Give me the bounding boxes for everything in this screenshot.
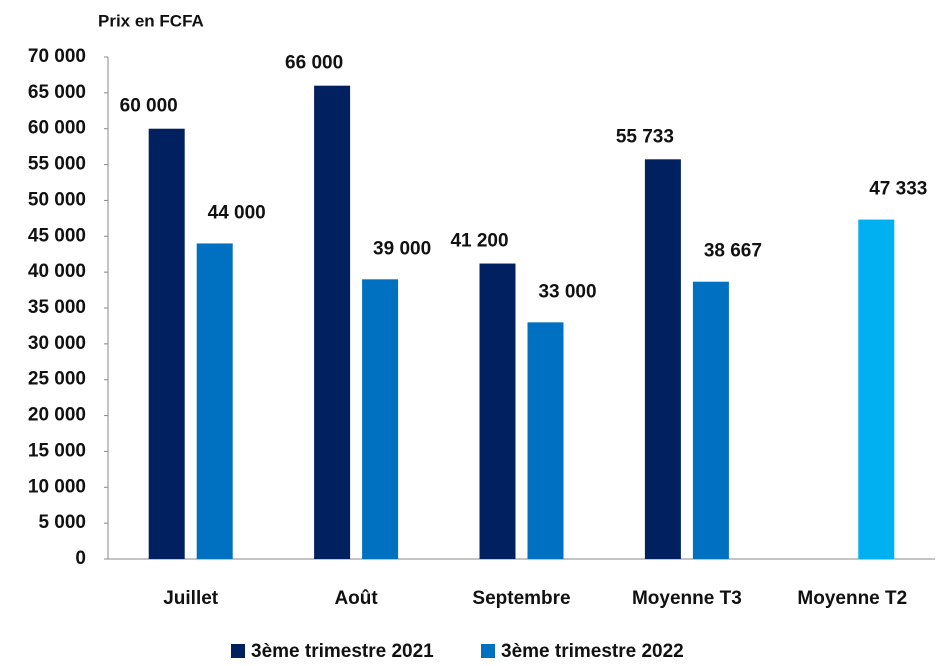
legend-swatch <box>481 644 495 658</box>
value-label: 38 667 <box>704 241 762 262</box>
y-tick-label: 15 000 <box>28 440 86 461</box>
y-tick-label: 35 000 <box>28 297 86 318</box>
value-label: 39 000 <box>373 238 431 259</box>
value-label: 66 000 <box>285 53 343 74</box>
bar <box>314 85 351 559</box>
y-tick-label: 65 000 <box>28 82 86 103</box>
value-label: 60 000 <box>120 96 178 117</box>
y-tick-label: 0 <box>75 548 86 569</box>
legend-label: 3ème trimestre 2021 <box>251 641 434 662</box>
x-tick-label: Juillet <box>163 588 219 609</box>
y-tick-label: 20 000 <box>28 405 86 426</box>
x-tick-label: Moyenne T2 <box>797 588 907 609</box>
bar <box>479 263 516 559</box>
y-tick-label: 10 000 <box>28 476 86 497</box>
value-label: 55 733 <box>616 126 674 147</box>
bar <box>692 281 729 559</box>
value-label: 44 000 <box>208 202 266 223</box>
bar <box>644 159 681 560</box>
value-label: 47 333 <box>869 179 927 200</box>
bar <box>362 279 399 559</box>
bar <box>858 219 895 560</box>
y-axis-label: Prix en FCFA <box>98 11 204 30</box>
y-tick-label: 55 000 <box>28 154 86 175</box>
bar <box>527 322 564 559</box>
bar <box>148 128 185 559</box>
legend-label: 3ème trimestre 2022 <box>501 641 684 662</box>
y-tick-label: 40 000 <box>28 261 86 282</box>
y-tick-label: 50 000 <box>28 189 86 210</box>
x-tick-label: Septembre <box>472 588 570 609</box>
y-tick-label: 30 000 <box>28 333 86 354</box>
x-tick-label: Moyenne T3 <box>632 588 742 609</box>
bar <box>196 243 233 559</box>
y-tick-label: 60 000 <box>28 118 86 139</box>
y-tick-label: 25 000 <box>28 369 86 390</box>
y-tick-label: 5 000 <box>38 512 86 533</box>
x-tick-label: Août <box>334 588 378 609</box>
legend-swatch <box>231 644 245 658</box>
value-label: 33 000 <box>538 281 596 302</box>
y-tick-label: 45 000 <box>28 225 86 246</box>
value-label: 41 200 <box>450 231 508 252</box>
y-tick-label: 70 000 <box>28 46 86 67</box>
